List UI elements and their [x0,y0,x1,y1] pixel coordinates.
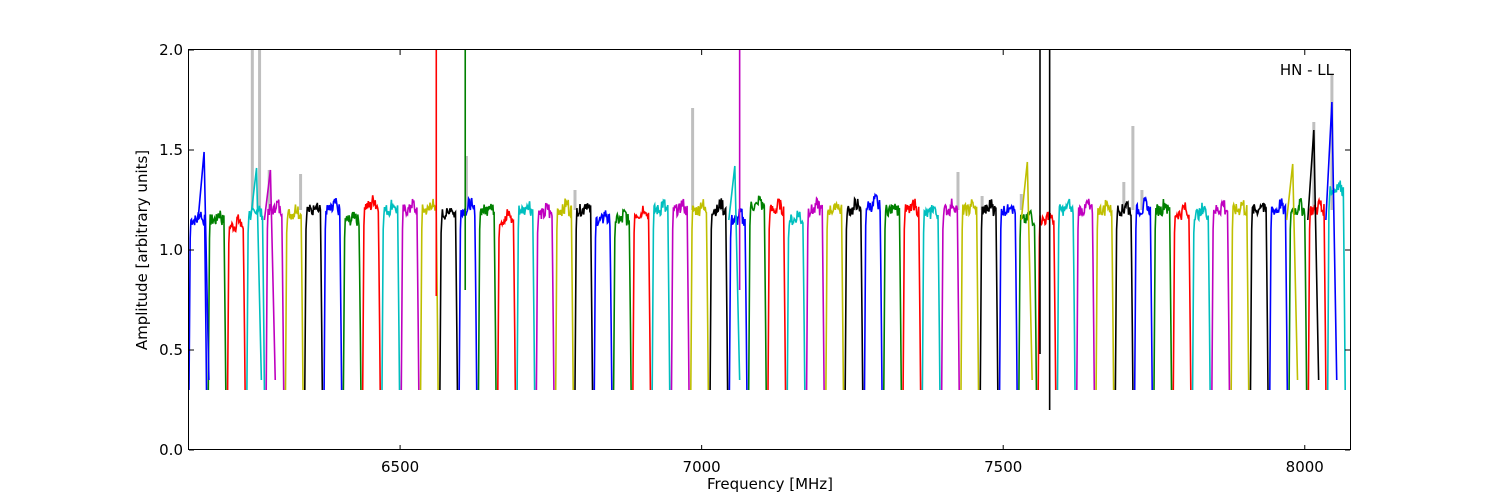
channel-trace [246,205,266,391]
channel-trace [458,195,478,391]
channel-trace [805,196,825,391]
channel-trace [400,198,420,391]
channel-trace [709,198,729,391]
channel-trace [226,214,246,391]
channel-trace [1326,180,1346,391]
channel-trace [844,196,864,391]
x-tick-label: 7000 [683,458,721,476]
channel-trace [632,205,652,391]
y-axis-ticks: 0.0 0.5 1.0 1.5 2.0 [159,41,1350,459]
channel-trace [304,202,324,391]
channel-edge-peak [249,167,263,381]
channel-trace [188,211,208,391]
channel-trace [342,211,362,391]
channel-trace [1230,200,1250,391]
channel-edge-peak [1020,161,1033,381]
channel-trace [1037,211,1057,391]
channel-trace [690,199,710,391]
channel-trace [921,205,941,391]
channel-trace [1288,198,1308,391]
x-tick-label: 8000 [1286,458,1324,476]
channel-trace [1056,198,1076,391]
channel-trace [477,203,497,391]
channel-trace [1211,199,1231,391]
channel-trace [1076,198,1096,391]
channel-trace [612,208,632,391]
channel-edge-peak [1285,163,1299,381]
channel-trace [419,198,439,391]
channel-trace [1172,202,1192,391]
channel-trace [1095,199,1115,391]
channel-trace [1269,198,1289,391]
channel-trace [381,199,401,391]
channel-trace [323,197,343,391]
channel-trace [825,200,845,391]
channel-trace [1153,199,1173,391]
y-tick-label: 0.0 [159,441,183,459]
channel-trace [1307,196,1327,391]
spectrum-traces [188,50,1346,410]
channel-trace [265,199,285,391]
channel-edge-peak [1325,101,1338,381]
y-tick-label: 1.0 [159,241,183,259]
channel-trace [670,198,690,391]
y-tick-label: 1.5 [159,141,183,159]
channel-trace [516,201,536,391]
channel-trace [1018,209,1038,391]
channel-trace [1191,202,1211,391]
y-tick-label: 2.0 [159,41,183,59]
channel-trace [786,210,806,391]
channel-trace [593,210,613,391]
channel-trace [1249,202,1269,391]
channel-trace [902,198,922,391]
plot-frame [188,49,1351,450]
channel-trace [747,195,767,391]
y-tick-label: 0.5 [159,341,183,359]
x-axis-label: Frequency [MHz] [707,475,833,493]
channel-edge-peak [197,151,210,381]
channel-trace [728,208,748,391]
channel-edge-peak [263,169,277,381]
channel-trace [940,198,960,391]
channel-edge-peak [1306,129,1320,381]
x-tick-label: 6500 [381,458,419,476]
channel-trace [651,198,671,391]
channel-trace [767,198,787,391]
annotation-hn-ll: HN - LL [1280,61,1335,79]
x-axis-ticks: 6500 7000 7500 8000 [381,50,1324,476]
channel-trace [979,199,999,391]
channel-trace [1133,196,1153,391]
channel-trace [998,203,1018,391]
channel-trace [497,209,517,391]
x-tick-label: 7500 [984,458,1022,476]
channel-trace [535,202,555,391]
channel-trace [883,203,903,391]
channel-trace [207,210,227,391]
y-axis-label: Amplitude [arbitrary units] [133,150,151,350]
channel-trace [960,199,980,391]
channel-trace [361,195,381,391]
channel-trace [574,203,594,391]
channel-trace [439,207,459,391]
channel-edge-peak [727,165,741,381]
channel-trace [863,192,883,391]
channel-trace [1114,200,1134,391]
channel-trace [554,198,574,391]
channel-trace [284,204,304,391]
